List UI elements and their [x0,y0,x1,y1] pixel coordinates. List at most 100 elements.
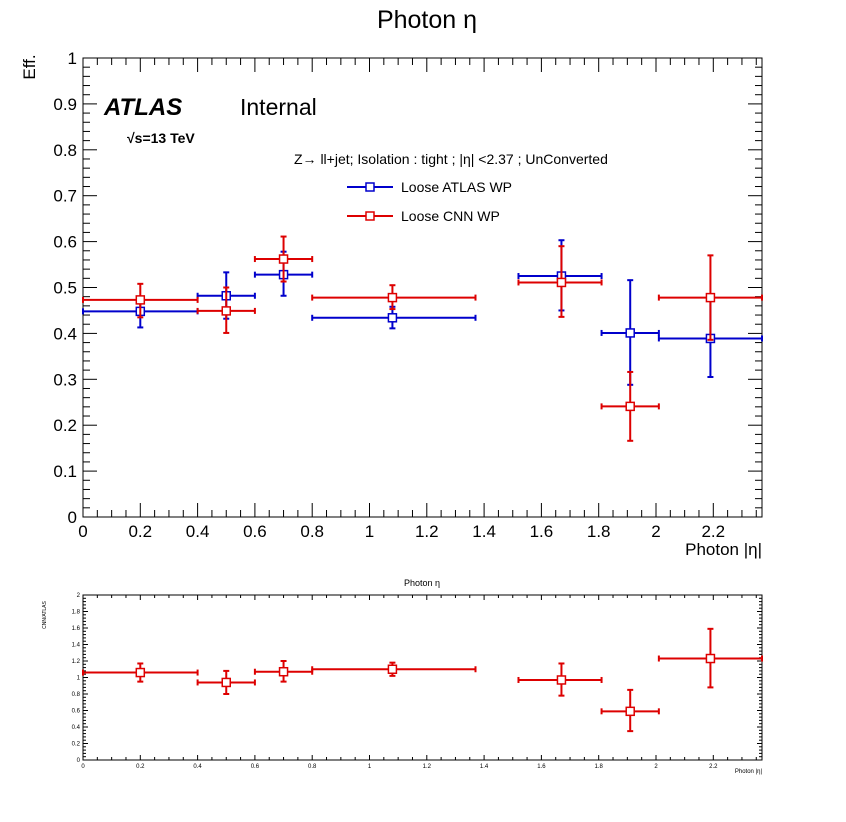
ratio-x-tick-label: 0.8 [308,764,317,770]
energy-label: √s=13 TeV [127,130,195,146]
main-efficiency-plot: Photon η Eff. Photon |η| ATLAS Internal … [20,6,763,559]
y-axis-label: Eff. [20,54,39,79]
main-series1-point [311,284,477,311]
main-x-tick-label: 1.6 [530,522,554,541]
main-x-tick-label: 0.6 [243,522,267,541]
square-marker [387,292,398,303]
square-marker [556,675,567,685]
selection-text: Z→ ll+jet; Isolation : tight ; |η| <2.37… [294,151,608,167]
main-x-tick-label: 1.4 [472,522,496,541]
ratio-frame [82,594,763,761]
square-marker [221,677,231,688]
ratio-x-tick-label: 1.8 [595,764,604,770]
ratio-series0-point [253,660,314,683]
ratio-plot-axes: 0 0.2 0.4 0.6 0.8 1 1.2 1.4 1.6 1.8 2 2.2 0 0.2 0.4 0.6… [72,593,763,770]
ratio-plot-title: Photon η [404,578,440,588]
square-marker [135,295,146,305]
main-y-tick-label: 0.5 [53,278,77,297]
main-plot-axes: 0 0.2 0.4 0.6 0.8 1 1.2 1.4 1.6 1.8 2 2.2 0 0.1 0.2 0.3… [53,49,763,541]
ratio-y-tick-label: 0 [77,758,81,764]
main-x-tick-label: 0.8 [300,522,324,541]
ratio-x-tick-label: 2 [654,764,658,770]
main-y-tick-label: 0.7 [53,187,77,206]
ratio-x-tick-label: 0.2 [136,764,145,770]
main-series1-point [517,245,603,318]
main-y-tick-label: 0.6 [53,233,77,252]
main-series1-point [82,282,199,319]
internal-label: Internal [240,94,317,120]
ratio-x-axis-label: Photon |η| [735,769,763,775]
ratio-y-tick-label: 0.6 [72,709,81,715]
ratio-y-tick-label: 1 [77,676,81,682]
square-marker [705,292,716,303]
ratio-series0-point [196,669,256,695]
x-axis-label: Photon |η| [685,540,762,559]
ratio-x-tick-label: 1.6 [537,764,546,770]
ratio-x-tick-label: 2.2 [709,764,718,770]
legend: Loose ATLAS WP Loose CNN WP [347,179,512,224]
ratio-y-tick-label: 0.4 [72,725,81,731]
square-marker [556,277,567,288]
main-series0-point [600,279,660,386]
legend-entry: Loose ATLAS WP [347,179,512,195]
ratio-y-tick-label: 1.8 [72,610,81,616]
ratio-x-tick-label: 1 [368,764,372,770]
main-x-tick-label: 1 [365,522,374,541]
main-y-tick-label: 0.1 [53,462,77,481]
main-series0-point [517,239,603,312]
square-marker [135,667,146,678]
main-series1-point [657,254,763,341]
ratio-series0-point [600,688,660,733]
ratio-series0-point [517,662,603,697]
main-y-tick-label: 1 [68,49,77,68]
main-y-tick-label: 0.4 [53,324,77,343]
square-marker [221,306,231,316]
main-frame [82,57,763,518]
ratio-series0-point [82,662,199,683]
ratio-y-tick-label: 2 [77,593,81,599]
square-marker [625,328,635,338]
legend-label: Loose CNN WP [401,208,500,224]
main-y-tick-label: 0 [68,508,77,527]
legend-marker [365,182,375,192]
square-marker [705,653,716,664]
ratio-x-tick-label: 1.2 [423,764,432,770]
legend-entry: Loose CNN WP [347,208,500,224]
ratio-y-tick-label: 1.6 [72,626,81,632]
atlas-label: ATLAS [103,94,182,121]
main-x-tick-label: 2 [651,522,660,541]
ratio-series0-point [657,627,763,689]
ratio-x-tick-label: 1.4 [480,764,489,770]
main-x-tick-label: 0 [78,522,87,541]
ratio-x-tick-label: 0.4 [193,764,202,770]
square-marker [278,254,289,264]
square-marker [387,664,398,674]
ratio-x-tick-label: 0 [81,764,85,770]
ratio-plot: Photon η CNN/ATLAS Photon |η| 0 0.2 0.4 0.6… [42,578,763,775]
main-x-tick-label: 1.8 [587,522,611,541]
main-series1-point [600,370,660,442]
main-y-tick-label: 0.9 [53,95,77,114]
ratio-series0-point [311,661,477,677]
main-y-tick-label: 0.2 [53,416,77,435]
main-plot-title: Photon η [377,6,477,34]
square-marker [625,706,635,717]
square-marker [387,313,398,323]
ratio-y-tick-label: 1.4 [72,643,81,649]
main-series1-point [196,286,256,334]
main-plot-markers [82,235,763,442]
ratio-plot-markers [82,627,763,733]
ratio-y-tick-label: 1.2 [72,659,81,665]
main-x-tick-label: 0.2 [128,522,152,541]
ratio-x-tick-label: 0.6 [251,764,260,770]
main-series1-point [253,235,314,283]
legend-label: Loose ATLAS WP [401,179,512,195]
main-y-tick-label: 0.8 [53,141,77,160]
main-x-tick-label: 2.2 [701,522,725,541]
main-x-tick-label: 0.4 [186,522,210,541]
main-x-tick-label: 1.2 [415,522,439,541]
square-marker [278,666,289,677]
main-y-tick-label: 0.3 [53,370,77,389]
square-marker [625,401,635,412]
